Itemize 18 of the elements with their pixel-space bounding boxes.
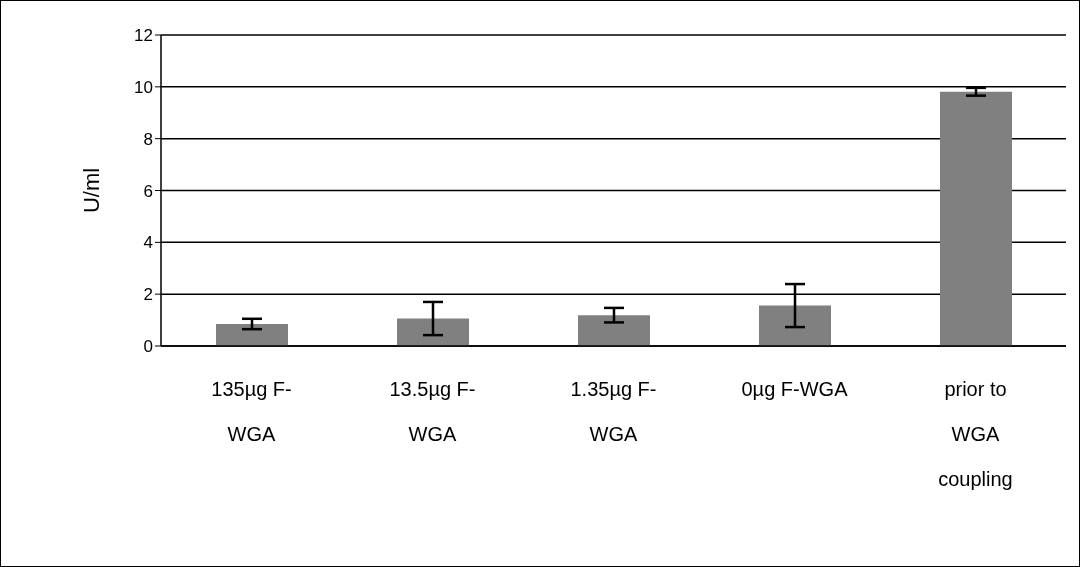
y-tick-label: 0 bbox=[143, 337, 153, 357]
x-tick-label: 0µg F-WGA bbox=[741, 378, 849, 400]
y-tick-label: 2 bbox=[143, 285, 153, 305]
y-tick-label: 12 bbox=[134, 26, 153, 46]
bar bbox=[216, 323, 288, 346]
bar bbox=[578, 315, 650, 346]
y-axis-title: U/ml bbox=[78, 167, 104, 214]
x-tick-label: 135µg F-WGA bbox=[211, 378, 292, 445]
bar bbox=[397, 318, 469, 346]
bar bbox=[759, 305, 831, 346]
x-tick-label: 1.35µg F-WGA bbox=[570, 378, 657, 445]
y-tick-label: 4 bbox=[143, 233, 153, 253]
y-tick-label: 6 bbox=[143, 181, 153, 201]
y-tick-label: 8 bbox=[143, 129, 153, 149]
bar bbox=[940, 91, 1012, 346]
y-tick-label: 10 bbox=[134, 77, 153, 97]
x-tick-label: prior to WGA coupling bbox=[938, 378, 1013, 490]
x-tick-label: 13.5µg F-WGA bbox=[389, 378, 476, 445]
